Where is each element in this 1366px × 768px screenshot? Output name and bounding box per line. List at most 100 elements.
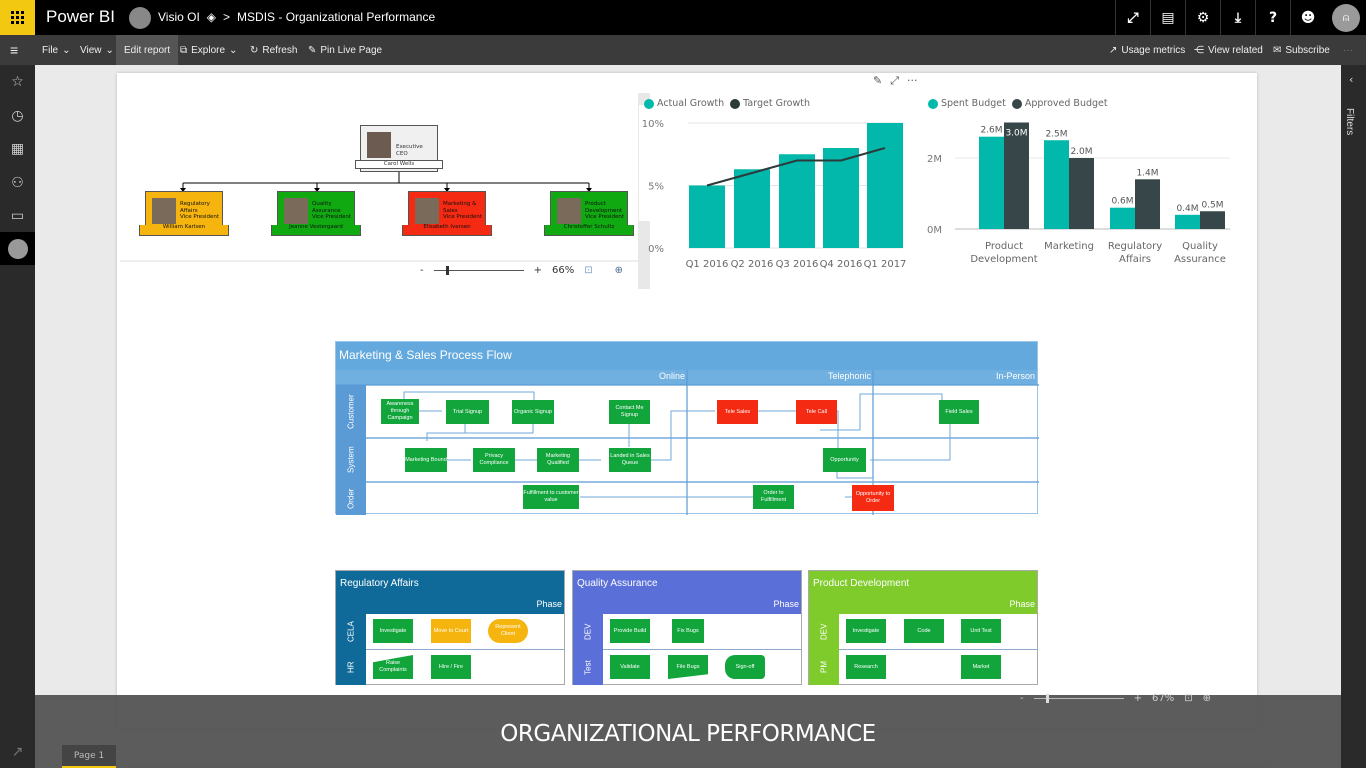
process-node[interactable]: Research [846, 655, 886, 679]
process-node[interactable]: Move to Court [431, 619, 471, 643]
view-related-button[interactable]: ⋲ View related [1194, 35, 1263, 65]
apps-nav[interactable]: ▦ [0, 132, 35, 165]
shared-nav[interactable]: ⚇ [0, 166, 35, 199]
brand-label[interactable]: Power BI [46, 7, 115, 26]
scrollbar[interactable] [638, 93, 650, 289]
zoom-slider-thumb[interactable] [1045, 694, 1049, 703]
scrollbar-thumb[interactable] [639, 105, 650, 221]
fit-page-icon[interactable]: ⊡ [584, 265, 593, 276]
org-chart-visual[interactable]: Executive CEO Carol Wells Regulatory Affa… [120, 120, 640, 280]
legend-item[interactable]: Spent Budget [928, 98, 1006, 109]
process-node[interactable]: Investigate [846, 619, 886, 643]
process-node[interactable]: Provide Build [610, 619, 650, 643]
vp-photo [152, 198, 176, 224]
process-node[interactable]: Tele Sales [717, 400, 758, 424]
current-workspace-nav[interactable] [0, 232, 35, 265]
page-tab[interactable]: Page 1 [62, 745, 116, 768]
refresh-button[interactable]: ↻ Refresh [250, 35, 297, 65]
process-node[interactable]: Marketing Qualified [537, 448, 579, 472]
settings-button[interactable]: ⚙ [1185, 0, 1220, 35]
user-avatar[interactable]: ⍝ [1332, 4, 1360, 32]
fullscreen-button[interactable]: ⤢ [1115, 0, 1150, 35]
process-node[interactable]: Awareness through Campaign [381, 399, 419, 424]
more-button[interactable]: ··· [1343, 44, 1353, 56]
favorites-nav[interactable]: ☆ [0, 65, 35, 98]
org-node-ceo[interactable]: Executive CEO Carol Wells [355, 125, 443, 172]
zoom-in-button[interactable]: + [1133, 693, 1142, 704]
process-node[interactable]: Represent Client [488, 619, 528, 643]
process-node[interactable]: Marketing Bound [405, 448, 447, 472]
zoom-out-button[interactable]: - [420, 265, 424, 276]
swimlane-panel[interactable]: Regulatory Affairs Phase CELA HR Investigate… [335, 570, 565, 685]
expand-nav[interactable]: ↗ [0, 735, 35, 768]
fit-page-icon[interactable]: ⊡ [1184, 693, 1193, 704]
usage-metrics-button[interactable]: ↗ Usage metrics [1109, 35, 1185, 65]
process-node[interactable]: Code [904, 619, 944, 643]
zoom-search-icon[interactable]: ⊕ [1202, 693, 1212, 704]
app-launcher-button[interactable] [0, 0, 35, 35]
process-node[interactable]: File Bugs [668, 655, 708, 679]
pin-icon[interactable]: ✎ [873, 74, 883, 87]
process-node[interactable]: Trial Signup [446, 400, 489, 424]
nav-toggle-button[interactable]: ≡ [10, 35, 18, 65]
process-node[interactable]: Opportunity to Order [852, 485, 894, 511]
process-node[interactable]: Landed in Sales Queue [609, 448, 651, 472]
flow-zoom-control: - + 67% ⊡ ⊕ [1020, 693, 1211, 704]
explore-menu[interactable]: ⧉ Explore ⌄ [180, 35, 237, 65]
process-node[interactable]: Raise Complaints [373, 655, 413, 679]
process-node[interactable]: Order to Fulfillment [753, 485, 794, 509]
filters-label[interactable]: Filters [1344, 108, 1355, 136]
process-node[interactable]: Organic Signup [512, 400, 554, 424]
download-button[interactable]: ⤓ [1220, 0, 1255, 35]
legend-item[interactable]: Target Growth [730, 98, 810, 109]
y-tick-label: 5% [648, 182, 664, 193]
zoom-search-icon[interactable]: ⊕ [614, 265, 624, 276]
comments-button[interactable]: ▤ [1150, 0, 1185, 35]
zoom-slider[interactable] [433, 266, 524, 275]
subscribe-button[interactable]: ✉ Subscribe [1273, 35, 1330, 65]
zoom-out-button[interactable]: - [1020, 693, 1024, 704]
process-node[interactable]: Market [961, 655, 1001, 679]
process-node[interactable]: Validate [610, 655, 650, 679]
view-menu[interactable]: View ⌄ [80, 35, 114, 65]
process-flow-visual[interactable]: Marketing & Sales Process Flow Online Tel… [335, 341, 1039, 515]
legend-item[interactable]: Actual Growth [644, 98, 724, 109]
file-menu[interactable]: File ⌄ [42, 35, 71, 65]
process-node[interactable]: Opportunity [823, 448, 866, 472]
zoom-slider-thumb[interactable] [445, 266, 449, 275]
growth-combo-chart[interactable]: 0% 5% 10% Q1 2016 Q2 2016 Q3 2016 Q4 2016 Q1 20… [638, 110, 918, 275]
recent-nav[interactable]: ◷ [0, 99, 35, 132]
workspace-link[interactable]: Visio OI [158, 10, 200, 24]
budget-bar-chart[interactable]: 0M 2M 2.6M 2.5M 0.6M 0.4M 3.0M 2.0M 1.4M 0.5M Prod… [920, 110, 1240, 270]
process-node[interactable]: Hire / Fire [431, 655, 471, 679]
org-node-vp[interactable]: Product Development Vice President Christo… [544, 191, 634, 239]
zoom-in-button[interactable]: + [533, 265, 542, 276]
org-node-vp[interactable]: Regulatory Affairs Vice President William … [139, 191, 229, 239]
focus-mode-icon[interactable]: ⤢ [890, 74, 900, 87]
workspace-avatar[interactable] [129, 7, 151, 29]
org-node-vp[interactable]: Marketing & Sales Vice President Elisabeth… [402, 191, 492, 239]
pin-live-page-button[interactable]: ✎ Pin Live Page [308, 35, 382, 65]
process-node[interactable]: Fix Bugs [668, 619, 708, 643]
more-options-icon[interactable]: ··· [907, 74, 918, 87]
legend-item[interactable]: Approved Budget [1011, 98, 1108, 109]
zoom-slider[interactable] [1033, 694, 1124, 703]
help-button[interactable]: ? [1255, 0, 1290, 35]
process-node[interactable]: Investigate [373, 619, 413, 643]
process-node[interactable]: Fulfillment to customer value [523, 485, 579, 509]
swimlane-panel[interactable]: Quality Assurance Phase DEV Test Provide Bui… [572, 570, 802, 685]
org-node-vp[interactable]: Quality Assurance Vice President Jeanne Ve… [271, 191, 361, 239]
chevron-left-icon[interactable]: ‹ [1349, 73, 1354, 86]
process-node[interactable]: Unit Test [961, 619, 1001, 643]
process-node[interactable]: Privacy Compliance [473, 448, 515, 472]
filters-pane[interactable]: ‹ [1341, 65, 1366, 768]
swimlane-panel[interactable]: Product Development Phase DEV PM Investigate… [808, 570, 1038, 685]
workspaces-nav[interactable]: ▭ [0, 199, 35, 232]
feedback-button[interactable]: ☻ [1290, 0, 1325, 35]
panel-title: Quality Assurance [573, 571, 801, 599]
process-node[interactable]: Tele Call [796, 400, 837, 424]
process-node[interactable]: Sign-off [725, 655, 765, 679]
process-node[interactable]: Field Sales [939, 400, 979, 424]
process-node[interactable]: Contact Me Signup [609, 400, 650, 424]
edit-report-button[interactable]: Edit report [116, 35, 179, 65]
